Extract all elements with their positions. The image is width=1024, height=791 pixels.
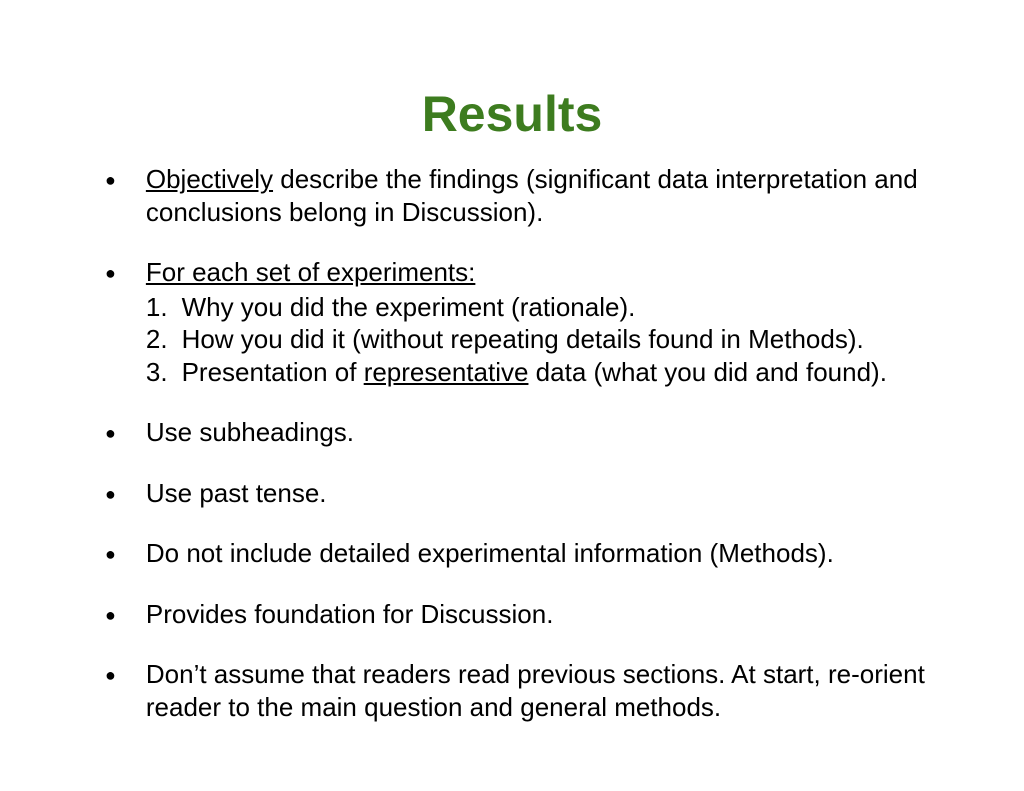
- bullet-marker: ●: [105, 544, 116, 565]
- underlined-word: representative: [364, 357, 529, 387]
- bullet-text: Use subheadings.: [146, 416, 354, 449]
- bullet-marker: ●: [105, 484, 116, 505]
- sub-item: 3. Presentation of representative data (…: [146, 356, 887, 389]
- bullet-text: For each set of experiments: 1. Why you …: [146, 256, 887, 388]
- sub-number: 3.: [146, 356, 168, 389]
- bullet-marker: ●: [105, 423, 116, 444]
- bullet-item: ● Don’t assume that readers read previou…: [105, 658, 964, 723]
- bullet-text: Don’t assume that readers read previous …: [146, 658, 964, 723]
- sub-item: 1. Why you did the experiment (rationale…: [146, 291, 887, 324]
- sub-text: Presentation of representative data (wha…: [182, 356, 887, 389]
- bullet-item: ● Use subheadings.: [105, 416, 964, 449]
- bullet-marker: ●: [105, 605, 116, 626]
- bullet-item: ● Use past tense.: [105, 477, 964, 510]
- bullet-text: Use past tense.: [146, 477, 327, 510]
- numbered-sublist: 1. Why you did the experiment (rationale…: [146, 291, 887, 389]
- bullet-item: ● For each set of experiments: 1. Why yo…: [105, 256, 964, 388]
- bullet-marker: ●: [105, 170, 116, 191]
- slide-content: ● Objectively describe the findings (sig…: [60, 163, 964, 723]
- sub-number: 2.: [146, 323, 168, 356]
- underlined-lead: For each set of experiments:: [146, 257, 475, 287]
- bullet-marker: ●: [105, 263, 116, 284]
- sub-item: 2. How you did it (without repeating det…: [146, 323, 887, 356]
- bullet-text: Provides foundation for Discussion.: [146, 598, 554, 631]
- bullet-text: Do not include detailed experimental inf…: [146, 537, 834, 570]
- sub-number: 1.: [146, 291, 168, 324]
- sub-text: Why you did the experiment (rationale).: [182, 291, 636, 324]
- bullet-item: ● Do not include detailed experimental i…: [105, 537, 964, 570]
- bullet-text: Objectively describe the findings (signi…: [146, 163, 964, 228]
- underlined-word: Objectively: [146, 164, 273, 194]
- bullet-item: ● Objectively describe the findings (sig…: [105, 163, 964, 228]
- bullet-item: ● Provides foundation for Discussion.: [105, 598, 964, 631]
- bullet-marker: ●: [105, 665, 116, 686]
- slide-title: Results: [60, 85, 964, 143]
- sub-text: How you did it (without repeating detail…: [182, 323, 864, 356]
